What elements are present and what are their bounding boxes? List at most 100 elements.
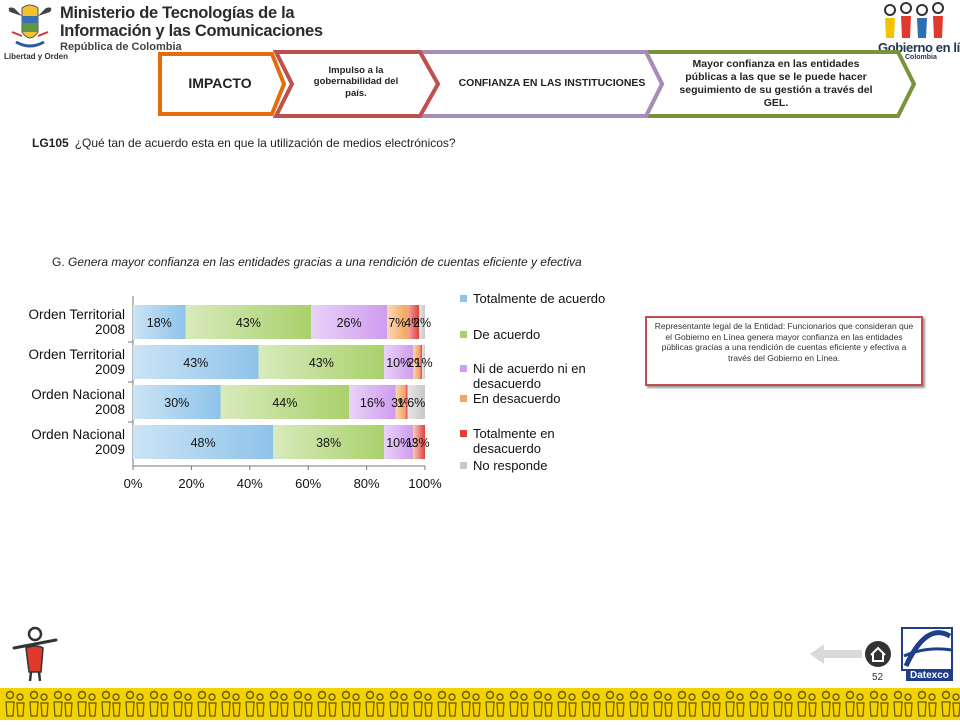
data-label: 44% (272, 396, 297, 410)
bar-segment-shade (404, 385, 408, 419)
strip-head (773, 690, 783, 700)
strip-body (77, 701, 87, 717)
strip-body (317, 701, 327, 717)
strip-body (640, 702, 649, 717)
strip-body (328, 702, 337, 717)
strip-head (485, 690, 495, 700)
strip-head (352, 693, 360, 701)
bar-segment-shade (416, 425, 425, 459)
strip-body (821, 701, 831, 717)
strip-people-icon (725, 690, 745, 717)
strip-people-icon (125, 690, 145, 717)
banner-step2-shape (272, 50, 441, 118)
strip-body (424, 702, 433, 717)
strip-body (173, 701, 183, 717)
person-mascot-icon (12, 626, 58, 682)
strip-head (461, 690, 471, 700)
category-label: Orden Territorial 2009 (28, 347, 125, 377)
strip-body (269, 701, 279, 717)
strip-people-icon (245, 690, 265, 717)
strip-body (845, 701, 855, 717)
strip-head (941, 690, 951, 700)
strip-body (520, 702, 529, 717)
strip-people-icon (269, 690, 289, 717)
strip-head (893, 690, 903, 700)
strip-head (928, 693, 936, 701)
strip-head (317, 690, 327, 700)
legend-label: Ni de acuerdo ni en desacuerdo (473, 361, 586, 391)
legend-item: En desacuerdo (460, 391, 608, 407)
strip-head (653, 690, 663, 700)
strip-head (581, 690, 591, 700)
note-box: Representante legal de la Entidad: Funci… (645, 316, 923, 386)
legend-swatch (460, 365, 467, 372)
strip-body (688, 702, 697, 717)
strip-body (749, 701, 759, 717)
strip-head (605, 690, 615, 700)
strip-head (256, 693, 264, 701)
strip-head (269, 690, 279, 700)
banner-step2-label: Impulso a la gobernabilidad del país. (313, 64, 399, 99)
strip-head (856, 693, 864, 701)
banner-step1-shape (158, 52, 287, 116)
banner-step3-label: CONFIANZA EN LAS INSTITUCIONES (458, 76, 646, 89)
data-label: 3% (412, 436, 430, 450)
strip-body (544, 702, 553, 717)
strip-head (725, 690, 735, 700)
strip-people-icon (773, 690, 793, 717)
strip-head (797, 690, 807, 700)
strip-body (221, 701, 231, 717)
strip-head (389, 690, 399, 700)
strip-people-icon (509, 690, 529, 717)
strip-body (280, 702, 289, 717)
strip-head (845, 690, 855, 700)
data-label: 7% (388, 316, 406, 330)
strip-body (941, 701, 951, 717)
strip-head (413, 690, 423, 700)
strip-head (640, 693, 648, 701)
strip-people-icon (197, 690, 217, 717)
strip-people-icon (341, 690, 361, 717)
strip-head (77, 690, 87, 700)
coat-of-arms-icon (8, 4, 52, 48)
strip-people-icon (29, 690, 49, 717)
home-icon[interactable] (864, 640, 892, 668)
strip-body (712, 702, 721, 717)
strip-head (677, 690, 687, 700)
strip-body (496, 702, 505, 717)
back-arrow-icon[interactable] (810, 642, 862, 666)
strip-people-icon (629, 690, 649, 717)
strip-people-icon (941, 690, 960, 717)
bar-segment-shade (413, 425, 417, 459)
strip-head (112, 693, 120, 701)
data-label: 2% (413, 316, 431, 330)
strip-head (544, 693, 552, 701)
subquestion-text: Genera mayor confianza en las entidades … (68, 255, 582, 269)
legend-item: Ni de acuerdo ni en desacuerdo (460, 361, 608, 391)
strip-head (784, 693, 792, 701)
strip-body (365, 701, 375, 717)
bar-segment-shade (384, 425, 414, 459)
strip-body (677, 701, 687, 717)
banner-step4-label: Mayor confianza en las entidades pública… (679, 58, 873, 109)
ministry-logo-text: Ministerio de Tecnologías de la Informac… (60, 4, 323, 53)
strip-body (437, 701, 447, 717)
strip-body (725, 701, 735, 717)
people-pattern-icon (5, 690, 960, 717)
strip-head (701, 690, 711, 700)
strip-body (389, 701, 399, 717)
strip-people-icon (821, 690, 841, 717)
bar-segment-shade (413, 345, 420, 379)
bar-segment-shade (407, 385, 425, 419)
strip-head (688, 693, 696, 701)
strip-head (592, 693, 600, 701)
strip-people-icon (869, 690, 889, 717)
legend-item: De acuerdo (460, 327, 608, 343)
strip-head (293, 690, 303, 700)
strip-people-icon (533, 690, 553, 717)
strip-head (232, 693, 240, 701)
ministry-line2: Información y las Comunicaciones (60, 22, 323, 40)
strip-body (256, 702, 265, 717)
bar-segment-shade (422, 345, 425, 379)
strip-head (904, 693, 912, 701)
